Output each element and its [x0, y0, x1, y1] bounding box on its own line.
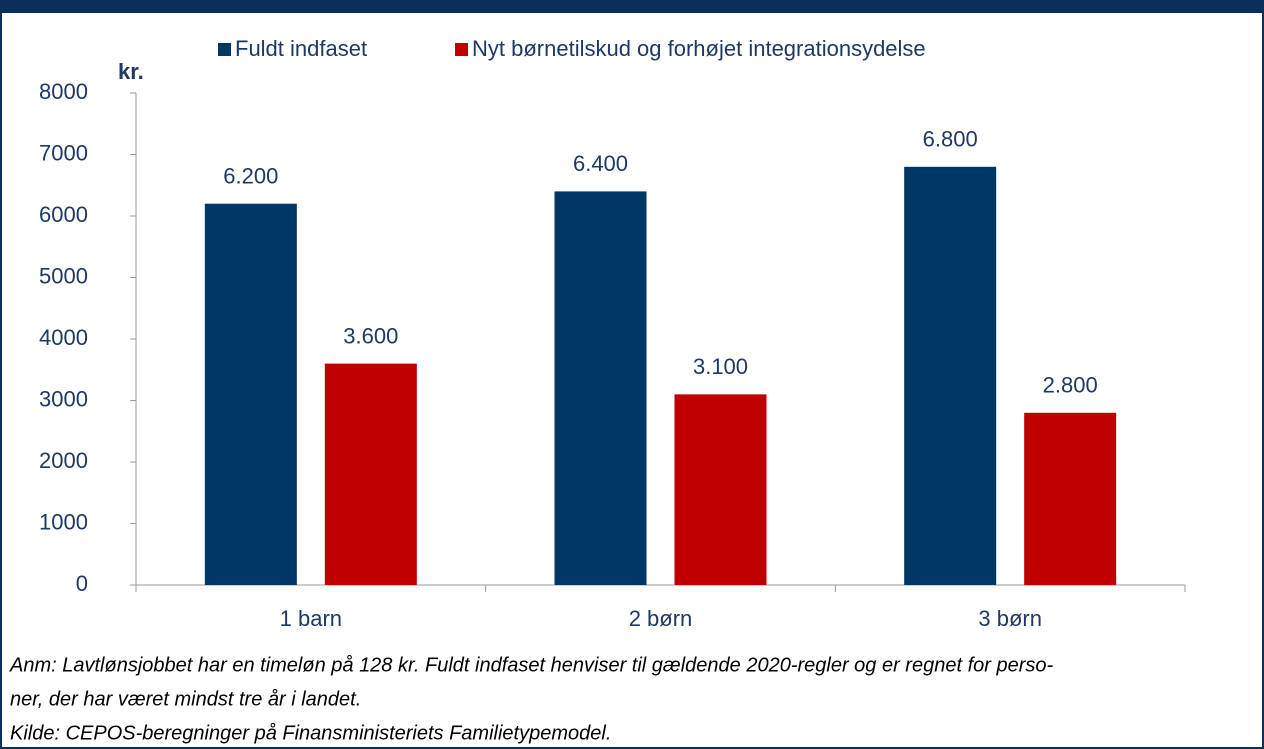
value-label: 3.600 [343, 323, 398, 348]
value-label: 6.800 [923, 127, 978, 152]
y-tick-label: 7000 [39, 140, 88, 165]
y-tick-label: 2000 [39, 448, 88, 473]
value-label: 6.400 [573, 151, 628, 176]
top-band [0, 0, 1264, 12]
bar [1024, 412, 1117, 585]
y-tick-label: 1000 [39, 509, 88, 534]
x-tick-label: 2 børn [629, 606, 693, 631]
x-tick-label: 1 barn [280, 606, 342, 631]
note: Anm: Lavtlønsjobbet har en timeløn på 12… [9, 654, 1053, 676]
y-tick-label: 4000 [39, 325, 88, 350]
bar [324, 363, 417, 585]
bar [904, 166, 997, 586]
legend-label: Fuldt indfaset [235, 36, 367, 61]
note: ner, der har været mindst tre år i lande… [10, 688, 361, 710]
value-label: 2.800 [1043, 373, 1098, 398]
legend-label: Nyt børnetilskud og forhøjet integration… [472, 36, 926, 61]
y-tick-label: 6000 [39, 202, 88, 227]
y-tick-label: 3000 [39, 386, 88, 411]
y-axis-label: kr. [118, 59, 144, 84]
y-tick-label: 8000 [39, 79, 88, 104]
value-label: 6.200 [223, 164, 278, 189]
note: Kilde: CEPOS-beregninger på Finansminist… [10, 722, 611, 744]
bar [204, 203, 297, 585]
bar [554, 191, 647, 585]
legend-swatch [218, 43, 231, 56]
x-tick-label: 3 børn [978, 606, 1042, 631]
legend-swatch [455, 43, 468, 56]
y-tick-label: 0 [76, 571, 88, 596]
value-label: 3.100 [693, 354, 748, 379]
frame [0, 11, 1264, 749]
y-tick-label: 5000 [39, 263, 88, 288]
bar [674, 394, 767, 585]
